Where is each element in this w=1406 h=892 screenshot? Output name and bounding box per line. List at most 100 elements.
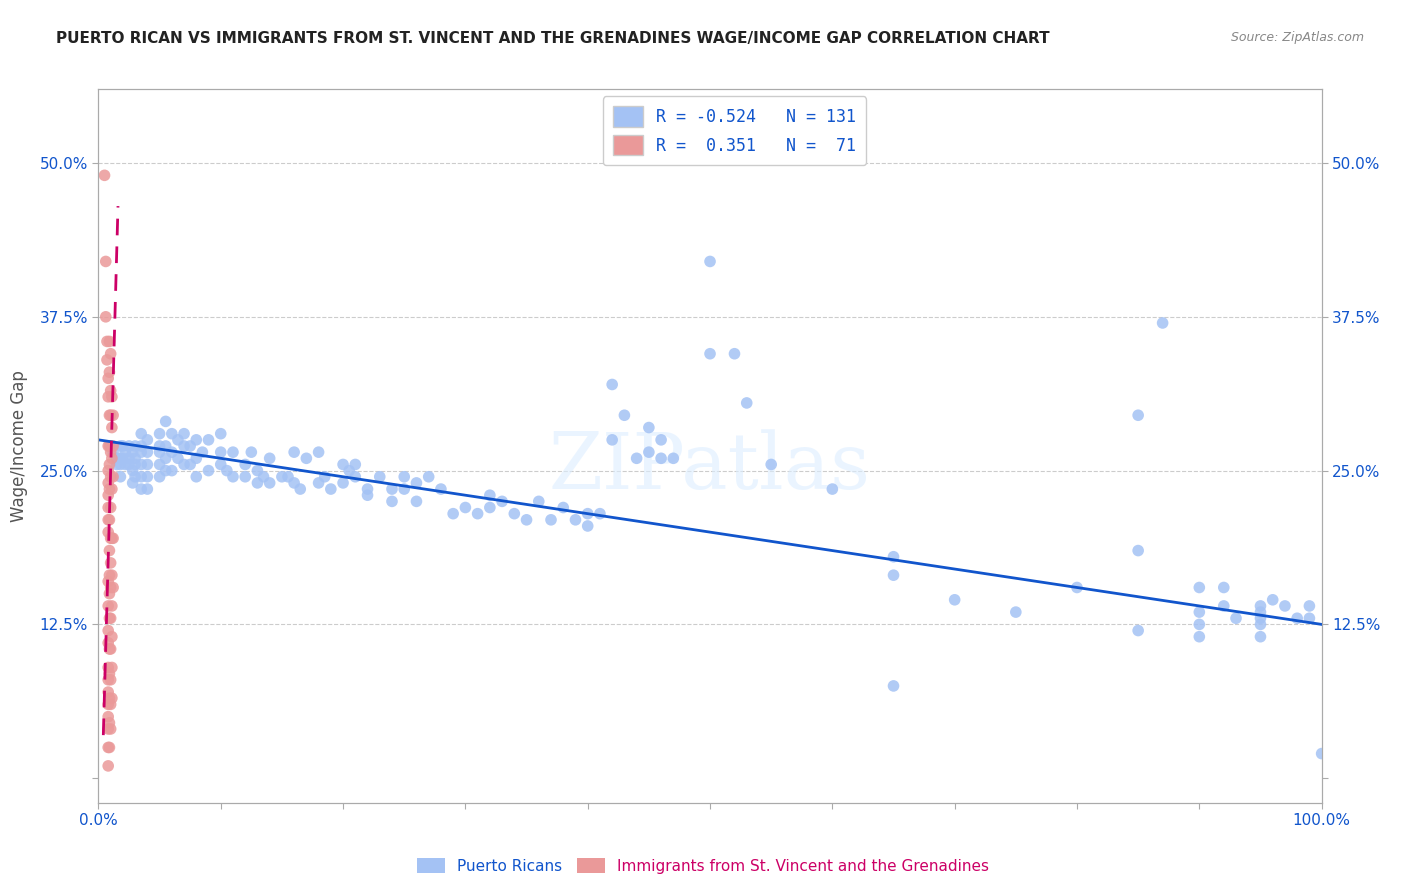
Point: [1249, 605, 1271, 619]
Point: [1188, 630, 1211, 644]
Point: [149, 439, 172, 453]
Point: [1212, 599, 1234, 613]
Point: [308, 445, 330, 459]
Point: [392, 482, 416, 496]
Point: [124, 458, 146, 472]
Point: [1249, 630, 1271, 644]
Point: [114, 445, 136, 459]
Point: [110, 439, 132, 453]
Point: [100, 347, 122, 361]
Point: [259, 475, 281, 490]
Point: [97, 488, 120, 502]
Point: [97, 475, 120, 490]
Point: [101, 660, 124, 674]
Point: [97, 599, 120, 613]
Point: [100, 698, 122, 712]
Point: [97, 371, 120, 385]
Point: [101, 439, 124, 453]
Point: [332, 475, 354, 490]
Point: [136, 482, 159, 496]
Point: [1261, 592, 1284, 607]
Point: [97, 500, 120, 515]
Point: [467, 507, 489, 521]
Point: [1298, 599, 1320, 613]
Point: [98, 715, 121, 730]
Point: [101, 581, 124, 595]
Point: [100, 500, 122, 515]
Legend: Puerto Ricans, Immigrants from St. Vincent and the Grenadines: Puerto Ricans, Immigrants from St. Vince…: [411, 852, 995, 880]
Point: [240, 445, 263, 459]
Point: [1128, 624, 1150, 638]
Point: [319, 482, 342, 496]
Point: [197, 433, 219, 447]
Point: [100, 611, 122, 625]
Point: [553, 500, 575, 515]
Point: [173, 426, 195, 441]
Point: [1249, 611, 1271, 625]
Point: [118, 458, 141, 472]
Point: [100, 409, 122, 423]
Point: [98, 458, 121, 472]
Point: [540, 513, 562, 527]
Point: [97, 390, 120, 404]
Point: [381, 482, 404, 496]
Point: [209, 426, 232, 441]
Point: [283, 475, 305, 490]
Point: [129, 469, 152, 483]
Point: [186, 451, 208, 466]
Point: [160, 426, 183, 441]
Point: [121, 445, 143, 459]
Point: [1249, 617, 1271, 632]
Point: [101, 420, 124, 434]
Point: [222, 445, 245, 459]
Point: [97, 513, 120, 527]
Point: [252, 469, 274, 483]
Point: [277, 469, 299, 483]
Point: [290, 482, 312, 496]
Point: [129, 426, 152, 441]
Point: [98, 334, 121, 349]
Point: [883, 679, 905, 693]
Point: [101, 531, 124, 545]
Point: [246, 464, 269, 478]
Point: [101, 445, 124, 459]
Point: [662, 451, 685, 466]
Text: ZIPatlas: ZIPatlas: [548, 430, 872, 505]
Point: [129, 458, 152, 472]
Point: [1128, 409, 1150, 423]
Point: [97, 722, 120, 736]
Point: [821, 482, 844, 496]
Point: [98, 568, 121, 582]
Point: [97, 740, 120, 755]
Point: [270, 469, 294, 483]
Point: [1152, 316, 1174, 330]
Point: [576, 507, 599, 521]
Point: [111, 451, 134, 466]
Point: [98, 513, 121, 527]
Point: [101, 691, 124, 706]
Point: [1188, 581, 1211, 595]
Point: [97, 439, 120, 453]
Point: [96, 334, 118, 349]
Point: [118, 439, 141, 453]
Point: [186, 433, 208, 447]
Point: [1066, 581, 1088, 595]
Point: [155, 439, 177, 453]
Point: [295, 451, 318, 466]
Point: [314, 469, 336, 483]
Point: [101, 451, 124, 466]
Point: [96, 352, 118, 367]
Point: [100, 722, 122, 736]
Point: [576, 519, 599, 533]
Point: [564, 513, 586, 527]
Point: [650, 433, 672, 447]
Point: [129, 445, 152, 459]
Point: [97, 698, 120, 712]
Point: [97, 709, 120, 723]
Y-axis label: Wage/Income Gap: Wage/Income Gap: [10, 370, 28, 522]
Point: [149, 458, 172, 472]
Point: [100, 531, 122, 545]
Point: [98, 666, 121, 681]
Point: [332, 458, 354, 472]
Point: [101, 531, 124, 545]
